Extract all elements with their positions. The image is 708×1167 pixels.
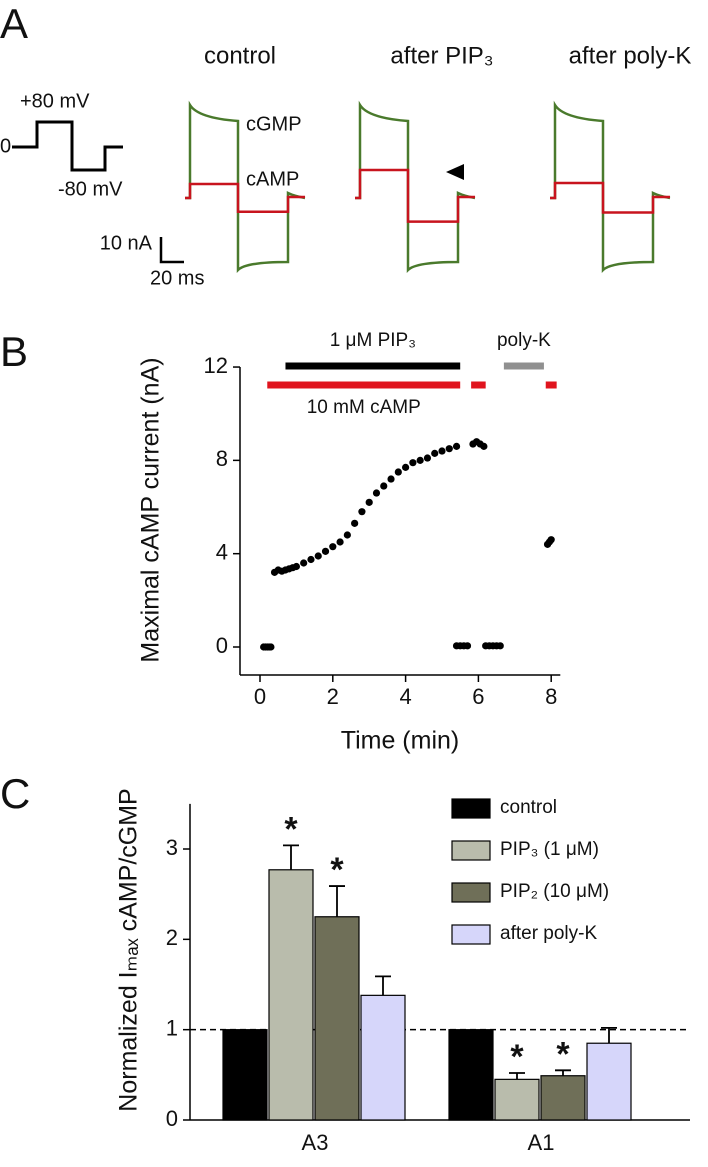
legend-swatch — [451, 840, 491, 861]
legend-label: PIP₂ (10 μM) — [500, 881, 609, 902]
legend-swatch — [451, 882, 491, 903]
y-tick-label: 0 — [166, 1106, 178, 1131]
error-bar — [555, 1069, 571, 1076]
error-bar — [375, 975, 391, 996]
legend-label: control — [500, 797, 557, 818]
y-tick-label: 1 — [166, 1015, 178, 1040]
y-axis-label: Maximal cAMP current (nA) — [137, 357, 165, 662]
significance-star: * — [330, 851, 344, 889]
data-point — [416, 456, 424, 464]
bar — [314, 916, 360, 1121]
data-point — [402, 463, 410, 471]
data-point — [431, 449, 439, 457]
trace-label: cGMP — [246, 113, 302, 135]
y-axis-label: Normalized Iₘₐₓ cAMP/cGMP — [115, 788, 143, 1111]
data-point — [292, 562, 300, 571]
significance-star: * — [556, 1035, 570, 1073]
panel-label: A — [0, 0, 28, 47]
error-bar — [283, 844, 299, 870]
bar — [360, 994, 406, 1121]
data-point — [267, 643, 275, 651]
y-tick-label: 0 — [216, 633, 228, 658]
data-point — [329, 543, 337, 551]
x-tick-label: 8 — [545, 684, 557, 709]
protocol-label: +80 mV — [20, 90, 90, 112]
bar — [222, 1029, 268, 1121]
bar — [448, 1029, 494, 1121]
data-point — [394, 468, 402, 476]
data-point — [351, 519, 359, 527]
legend-swatch — [451, 798, 491, 819]
data-point — [343, 531, 351, 539]
y-tick-label: 8 — [216, 446, 228, 471]
x-tick-label: 4 — [399, 684, 411, 709]
data-point — [380, 482, 388, 490]
data-point — [372, 489, 381, 497]
data-point — [358, 508, 366, 516]
condition-title: after PIP₃ — [390, 42, 493, 69]
x-tick-label: 0 — [254, 684, 266, 709]
x-tick-label: 2 — [327, 684, 339, 709]
bar — [494, 1078, 540, 1121]
x-tick-label: A1 — [528, 1130, 555, 1155]
application-label: 1 μM PIP₃ — [330, 330, 416, 351]
error-bar — [329, 885, 345, 917]
trace — [550, 181, 670, 214]
trace — [355, 168, 475, 223]
trace — [185, 182, 305, 214]
data-point — [300, 559, 308, 567]
y-tick-label: 3 — [166, 835, 178, 860]
x-tick-label: A3 — [302, 1130, 329, 1155]
bar — [540, 1075, 586, 1121]
data-point — [452, 442, 461, 450]
data-point — [336, 538, 344, 546]
data-point — [445, 445, 453, 453]
data-point — [547, 536, 555, 544]
data-point — [314, 552, 322, 560]
y-tick-label: 12 — [204, 353, 228, 378]
scale-label: 10 nA — [100, 232, 153, 254]
y-tick-label: 4 — [216, 539, 228, 564]
scale-bar — [159, 237, 184, 264]
error-bar — [601, 1026, 617, 1044]
trace — [355, 100, 476, 274]
data-point — [321, 547, 330, 555]
data-point — [307, 555, 315, 564]
data-point — [480, 442, 488, 450]
condition-title: control — [204, 42, 276, 69]
condition-title: after poly-K — [569, 42, 692, 69]
panel-label: C — [0, 770, 30, 817]
data-point — [409, 459, 417, 467]
protocol-label: 0 — [0, 135, 11, 157]
significance-star: * — [284, 810, 298, 848]
bar — [586, 1042, 632, 1121]
trace-label: cAMP — [246, 168, 299, 190]
significance-star: * — [510, 1038, 524, 1076]
data-point — [387, 475, 395, 483]
legend-label: PIP₃ (1 μM) — [500, 839, 599, 860]
x-tick-label: 6 — [472, 684, 484, 709]
error-bar — [509, 1072, 525, 1080]
legend-label: after poly-K — [500, 923, 597, 944]
trace — [550, 100, 671, 274]
panel-label: B — [0, 328, 28, 375]
application-label: poly-K — [497, 330, 551, 351]
trace — [185, 100, 306, 274]
data-point — [423, 454, 432, 462]
data-point — [438, 447, 446, 455]
arrowhead — [446, 164, 464, 180]
y-tick-label: 2 — [166, 925, 178, 950]
voltage-protocol — [12, 120, 123, 172]
data-point — [365, 498, 373, 506]
bar — [268, 869, 314, 1121]
data-point — [463, 642, 472, 650]
scale-label: 20 ms — [150, 267, 204, 289]
x-axis-label: Time (min) — [341, 727, 460, 755]
application-label: 10 mM cAMP — [307, 397, 421, 418]
legend-swatch — [451, 924, 491, 945]
protocol-label: -80 mV — [58, 178, 123, 200]
data-point — [496, 642, 504, 650]
